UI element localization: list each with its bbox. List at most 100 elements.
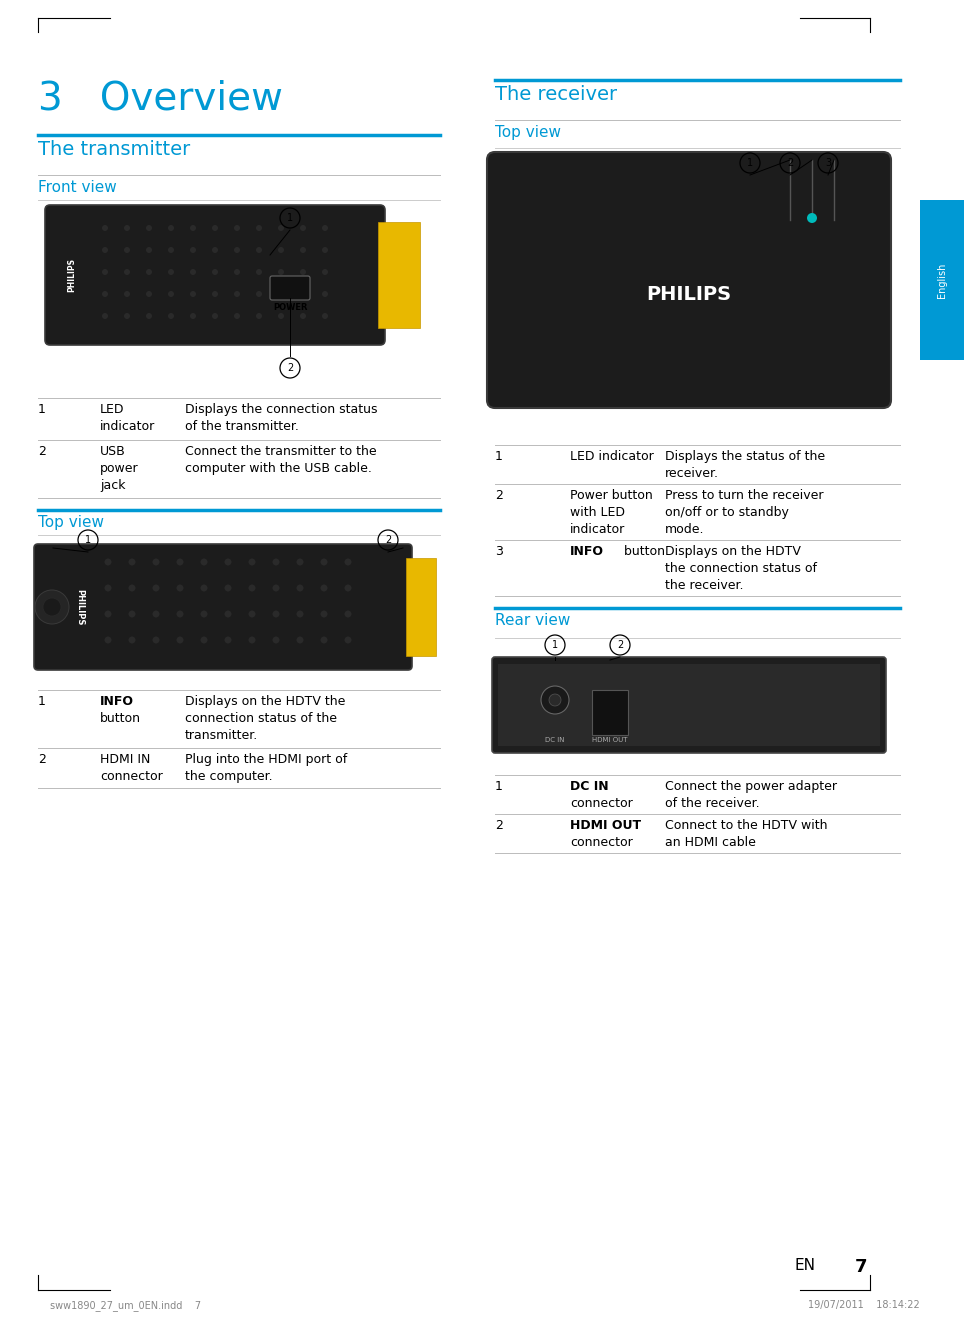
Circle shape (201, 559, 207, 566)
Text: connector: connector (570, 837, 632, 849)
Circle shape (320, 636, 328, 644)
Circle shape (168, 270, 174, 275)
Text: PHILIPS: PHILIPS (647, 286, 732, 304)
Text: 1: 1 (495, 780, 503, 793)
FancyBboxPatch shape (592, 691, 628, 734)
Circle shape (344, 611, 352, 618)
FancyBboxPatch shape (406, 558, 436, 656)
Circle shape (152, 584, 159, 591)
Circle shape (212, 247, 218, 254)
Circle shape (190, 313, 196, 319)
Circle shape (322, 313, 328, 319)
Circle shape (212, 291, 218, 297)
Text: Power button: Power button (570, 489, 653, 502)
Text: Displays on the HDTV: Displays on the HDTV (665, 544, 801, 558)
Circle shape (128, 611, 136, 618)
Circle shape (297, 636, 304, 644)
Text: PHILIPS: PHILIPS (75, 588, 85, 625)
Circle shape (300, 291, 306, 297)
Circle shape (297, 584, 304, 591)
Text: USB: USB (100, 445, 125, 458)
FancyBboxPatch shape (34, 544, 412, 671)
Text: HDMI OUT: HDMI OUT (592, 737, 628, 742)
Text: 1: 1 (85, 535, 91, 544)
Circle shape (152, 559, 159, 566)
Circle shape (35, 590, 69, 624)
Circle shape (124, 291, 130, 297)
Circle shape (146, 247, 152, 254)
Circle shape (300, 270, 306, 275)
Circle shape (176, 559, 183, 566)
Circle shape (102, 313, 108, 319)
Text: the receiver.: the receiver. (665, 579, 743, 592)
Text: HDMI OUT: HDMI OUT (570, 819, 641, 833)
Circle shape (300, 247, 306, 254)
Text: LED: LED (100, 402, 124, 416)
Text: receiver.: receiver. (665, 467, 719, 479)
Text: 2: 2 (495, 819, 503, 833)
Text: 2: 2 (38, 753, 46, 766)
Circle shape (146, 291, 152, 297)
Circle shape (322, 247, 328, 254)
Text: EN: EN (795, 1258, 816, 1274)
Text: transmitter.: transmitter. (185, 729, 258, 742)
Circle shape (256, 224, 262, 231)
Circle shape (541, 687, 569, 714)
FancyBboxPatch shape (487, 151, 891, 408)
Circle shape (249, 584, 255, 591)
Text: Connect the transmitter to the: Connect the transmitter to the (185, 445, 377, 458)
Circle shape (201, 611, 207, 618)
Text: of the transmitter.: of the transmitter. (185, 420, 299, 433)
Circle shape (190, 224, 196, 231)
Circle shape (102, 224, 108, 231)
Circle shape (300, 224, 306, 231)
Circle shape (249, 611, 255, 618)
FancyBboxPatch shape (45, 205, 385, 345)
Text: INFO: INFO (570, 544, 604, 558)
Circle shape (190, 247, 196, 254)
Text: The receiver: The receiver (495, 85, 617, 104)
Circle shape (234, 247, 240, 254)
Circle shape (168, 224, 174, 231)
Text: DC IN: DC IN (546, 737, 565, 742)
Circle shape (297, 559, 304, 566)
Circle shape (104, 584, 112, 591)
Text: Displays the connection status: Displays the connection status (185, 402, 378, 416)
Circle shape (104, 636, 112, 644)
Circle shape (256, 247, 262, 254)
Text: 3   Overview: 3 Overview (38, 80, 282, 118)
Text: 2: 2 (385, 535, 391, 544)
Circle shape (234, 270, 240, 275)
Text: indicator: indicator (570, 523, 626, 537)
Text: POWER: POWER (273, 303, 308, 312)
Text: 3: 3 (495, 544, 503, 558)
Text: 2: 2 (787, 158, 793, 169)
Text: 1: 1 (495, 450, 503, 463)
Circle shape (168, 247, 174, 254)
Text: sww1890_27_um_0EN.indd    7: sww1890_27_um_0EN.indd 7 (50, 1300, 201, 1311)
Text: 1: 1 (747, 158, 753, 169)
Circle shape (128, 559, 136, 566)
Circle shape (212, 224, 218, 231)
Text: connector: connector (100, 770, 163, 784)
Circle shape (104, 611, 112, 618)
Circle shape (322, 224, 328, 231)
Circle shape (249, 559, 255, 566)
Circle shape (201, 636, 207, 644)
Circle shape (146, 224, 152, 231)
Text: Connect to the HDTV with: Connect to the HDTV with (665, 819, 827, 833)
Circle shape (102, 247, 108, 254)
Circle shape (278, 270, 284, 275)
FancyBboxPatch shape (270, 276, 310, 300)
Circle shape (225, 636, 231, 644)
Text: 2: 2 (287, 363, 293, 373)
Text: on/off or to standby: on/off or to standby (665, 506, 789, 519)
Circle shape (124, 270, 130, 275)
Text: of the receiver.: of the receiver. (665, 797, 760, 810)
Circle shape (212, 270, 218, 275)
Circle shape (168, 313, 174, 319)
Circle shape (273, 611, 280, 618)
Bar (920, 201, 964, 360)
Text: Displays on the HDTV the: Displays on the HDTV the (185, 695, 345, 708)
Text: Top view: Top view (38, 515, 104, 530)
